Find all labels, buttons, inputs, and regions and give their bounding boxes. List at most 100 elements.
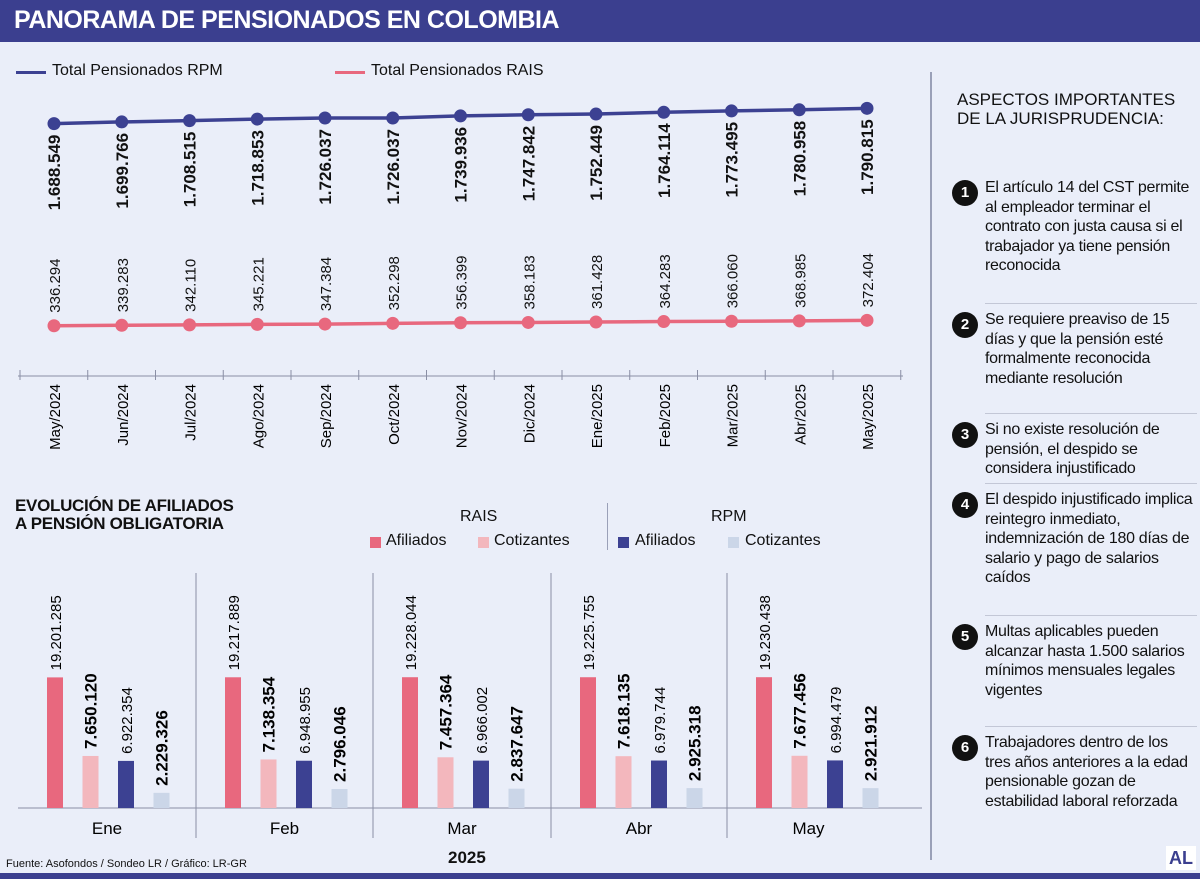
legend-rpm-cotizantes: Cotizantes: [745, 532, 821, 549]
x-tick-label: Dic/2024: [521, 384, 538, 443]
rais-point: [725, 314, 738, 328]
bar: [686, 788, 703, 808]
rais-data-label: 358.183: [521, 255, 538, 309]
x-tick-label: Abr/2025: [792, 384, 809, 445]
rpm-point: [589, 107, 603, 121]
aside-item: 2 Se requiere preaviso de 15 días y que l…: [952, 310, 1197, 388]
rpm-data-label: 1.739.936: [452, 127, 471, 203]
panel-divider: [930, 72, 932, 860]
bar: [615, 756, 632, 808]
legend-divider: [607, 503, 608, 550]
rpm-data-label: 1.699.766: [113, 133, 132, 209]
rpm-data-label: 1.790.815: [858, 119, 877, 195]
number-badge-icon: 1: [952, 180, 978, 206]
rais-point: [589, 315, 603, 329]
rais-point: [115, 318, 129, 332]
rais-data-label: 361.428: [589, 255, 606, 309]
rpm-data-label: 1.718.853: [248, 130, 267, 206]
bar-category-label: Abr: [626, 819, 653, 838]
rais-data-label: 368.985: [792, 254, 809, 308]
bar: [402, 677, 418, 808]
number-badge-icon: 5: [952, 624, 978, 650]
rais-data-label: 356.399: [454, 255, 471, 309]
rpm-point: [386, 111, 400, 125]
charts-svg: May/2024 Jun/2024 Jul/2024 Ago/2024 Sep/2024…: [18, 101, 922, 838]
rais-data-label: 336.294: [47, 258, 64, 312]
legend-rais: Total Pensionados RAIS: [371, 62, 544, 79]
aside-item: 5 Multas aplicables pueden alcanzar hasta…: [952, 622, 1197, 700]
rais-data-label: 372.404: [860, 253, 877, 307]
aside-separator: [985, 726, 1197, 727]
bar: [862, 788, 879, 808]
number-badge-icon: 6: [952, 735, 978, 761]
aside-title: ASPECTOS IMPORTANTES DE LA JURISPRUDENCI…: [957, 90, 1176, 128]
rais-data-label: 342.110: [183, 259, 200, 312]
bar-data-label: 6.966.002: [474, 687, 491, 754]
bar-category-label: Ene: [92, 819, 122, 838]
aside-item-text: Se requiere preaviso de 15 días y que la…: [985, 311, 1170, 387]
bar-category-label: Feb: [270, 819, 299, 838]
aside-item-text: El artículo 14 del CST permite al emplea…: [985, 179, 1190, 274]
legend-group-rpm: RPM: [711, 508, 747, 525]
legend-rais-cotizantes: Cotizantes: [494, 532, 570, 549]
rais-point: [386, 316, 400, 330]
bar-title-line-1: EVOLUCIÓN DE AFILIADOS: [15, 496, 234, 515]
aside-item: 3 Si no existe resolución de pensión, el …: [952, 420, 1197, 479]
bar-data-label: 19.230.438: [757, 595, 774, 670]
bar: [296, 760, 312, 808]
number-badge-icon: 3: [952, 422, 978, 448]
brand-logo: AL: [1166, 846, 1196, 870]
rpm-data-label: 1.726.037: [384, 129, 403, 205]
aside-item-text: Multas aplicables pueden alcanzar hasta …: [985, 623, 1185, 699]
rais-point: [250, 317, 264, 331]
bar-data-label: 6.979.744: [652, 687, 669, 754]
bar-data-label: 2.921.912: [862, 705, 881, 781]
page-title: PANORAMA DE PENSIONADOS EN COLOMBIA: [14, 6, 560, 34]
bar-data-label: 6.948.955: [297, 687, 314, 754]
aside-item-text: El despido injustificado implica reinteg…: [985, 491, 1193, 586]
bar-data-label: 7.138.354: [260, 676, 279, 752]
number-badge-icon: 2: [952, 312, 978, 338]
bar: [651, 760, 667, 808]
aside-separator: [985, 483, 1197, 484]
bar-data-label: 2.837.647: [508, 706, 527, 782]
rpm-data-label: 1.773.495: [723, 122, 742, 198]
rais-data-label: 347.384: [318, 257, 335, 311]
aside-item: 4 El despido injustificado implica reinte…: [952, 490, 1197, 588]
bar-x-axis-label: 2025: [448, 848, 486, 867]
rpm-point: [657, 105, 671, 119]
bar-data-label: 19.201.285: [48, 595, 65, 670]
rais-point: [521, 315, 535, 329]
legend-swatch-rpm: [16, 71, 46, 74]
rais-point: [657, 315, 671, 329]
bar: [580, 677, 596, 808]
rpm-data-label: 1.726.037: [316, 129, 335, 205]
rpm-point: [521, 108, 535, 122]
footer-bar: [0, 873, 1200, 879]
rpm-point: [318, 111, 332, 125]
rais-point: [860, 313, 874, 327]
x-tick-label: Feb/2025: [657, 384, 674, 447]
legend-group-rais: RAIS: [460, 508, 498, 525]
bar-data-label: 7.457.364: [437, 674, 456, 750]
x-tick-label: Sep/2024: [318, 384, 335, 448]
rais-data-label: 352.298: [386, 256, 403, 310]
rais-point: [183, 318, 196, 332]
x-tick-label: Jul/2024: [183, 384, 200, 441]
bar: [260, 759, 277, 808]
x-tick-label: May/2025: [860, 384, 877, 450]
rpm-point: [860, 101, 874, 115]
header-bar: PANORAMA DE PENSIONADOS EN COLOMBIA: [0, 0, 1200, 42]
bar: [118, 760, 134, 808]
bar-chart-title: EVOLUCIÓN DE AFILIADOS A PENSIÓN OBLIGAT…: [15, 497, 234, 533]
legend-rpm: Total Pensionados RPM: [52, 62, 223, 79]
rais-point: [792, 314, 806, 328]
bar: [82, 755, 99, 808]
bar-data-label: 19.228.044: [403, 595, 420, 670]
aside-separator: [985, 413, 1197, 414]
bar: [508, 788, 525, 808]
rpm-point: [47, 117, 61, 131]
rpm-data-label: 1.747.842: [519, 126, 538, 202]
aside-item-text: Trabajadores dentro de los tres años ant…: [985, 734, 1188, 810]
bar: [473, 760, 489, 808]
